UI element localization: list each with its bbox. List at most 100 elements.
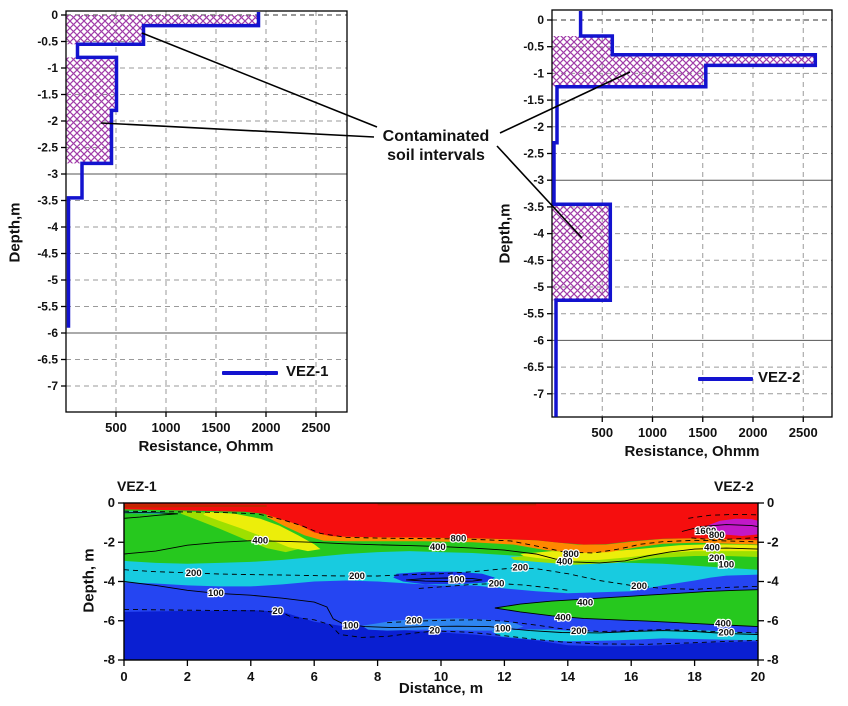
svg-text:-1.5: -1.5 bbox=[37, 88, 58, 102]
svg-text:-3.5: -3.5 bbox=[37, 194, 58, 208]
svg-text:-5.5: -5.5 bbox=[523, 307, 544, 321]
section-xaxis-label: Distance, m bbox=[398, 680, 484, 697]
svg-text:-6.5: -6.5 bbox=[37, 353, 58, 367]
svg-text:-5: -5 bbox=[47, 273, 58, 287]
svg-text:4: 4 bbox=[247, 669, 255, 684]
contour-line-400 bbox=[494, 607, 758, 628]
svg-text:2500: 2500 bbox=[789, 425, 818, 440]
svg-text:-7: -7 bbox=[47, 379, 58, 393]
svg-text:1500: 1500 bbox=[202, 420, 231, 435]
svg-text:200: 200 bbox=[349, 571, 365, 582]
svg-text:-4: -4 bbox=[533, 227, 544, 241]
svg-text:200: 200 bbox=[489, 578, 505, 589]
svg-text:-2: -2 bbox=[767, 534, 779, 549]
contour-line-200 bbox=[387, 619, 758, 634]
svg-text:200: 200 bbox=[406, 616, 422, 627]
svg-text:400: 400 bbox=[252, 536, 268, 547]
svg-text:-1.5: -1.5 bbox=[523, 93, 544, 107]
svg-text:0: 0 bbox=[51, 8, 58, 22]
contour-line-200 bbox=[124, 567, 758, 590]
svg-text:12: 12 bbox=[497, 669, 511, 684]
svg-text:10: 10 bbox=[434, 669, 448, 684]
svg-text:-7: -7 bbox=[533, 387, 544, 401]
contour-line-400 bbox=[494, 589, 758, 609]
svg-text:-1: -1 bbox=[533, 66, 544, 80]
contaminated-hatch bbox=[66, 57, 117, 164]
svg-text:-4.5: -4.5 bbox=[37, 247, 58, 261]
vez1-plot: 500 1000 1500 2000 2500 0 -0.5 -1 -1.5 -2 -2.5 -3 -3… bbox=[37, 8, 348, 435]
svg-text:-0.5: -0.5 bbox=[37, 35, 58, 49]
contour-line-minor bbox=[688, 513, 758, 519]
svg-text:-8: -8 bbox=[767, 652, 779, 667]
svg-text:-3: -3 bbox=[47, 167, 58, 181]
contour-line-200 bbox=[418, 583, 568, 591]
vez1-legend-line bbox=[222, 371, 278, 375]
vez2-legend-label: VEZ-2 bbox=[758, 369, 801, 386]
svg-text:400: 400 bbox=[555, 612, 571, 623]
svg-text:-4: -4 bbox=[47, 220, 58, 234]
contour-line-minor bbox=[124, 512, 178, 519]
svg-text:2: 2 bbox=[184, 669, 191, 684]
svg-text:1000: 1000 bbox=[638, 425, 667, 440]
vez1-curve bbox=[66, 12, 261, 328]
vez1-xaxis-label: Resistance, Ohmm bbox=[138, 438, 274, 455]
svg-text:500: 500 bbox=[591, 425, 613, 440]
vez1-legend-label: VEZ-1 bbox=[286, 363, 329, 380]
svg-text:-6: -6 bbox=[47, 326, 58, 340]
svg-text:-1: -1 bbox=[47, 61, 58, 75]
svg-text:20: 20 bbox=[272, 606, 283, 617]
svg-text:0: 0 bbox=[120, 669, 127, 684]
svg-text:-6: -6 bbox=[103, 613, 115, 628]
contour-line-20 bbox=[124, 608, 758, 645]
svg-text:400: 400 bbox=[704, 543, 720, 554]
svg-text:-8: -8 bbox=[103, 652, 115, 667]
svg-text:500: 500 bbox=[105, 420, 127, 435]
svg-text:-3.5: -3.5 bbox=[523, 200, 544, 214]
svg-text:400: 400 bbox=[577, 597, 593, 608]
section-yaxis-label: Depth, m bbox=[80, 548, 98, 613]
svg-text:-5: -5 bbox=[533, 280, 544, 294]
svg-text:6: 6 bbox=[311, 669, 318, 684]
svg-text:2500: 2500 bbox=[302, 420, 331, 435]
contaminated-hatch bbox=[552, 36, 816, 87]
svg-text:20: 20 bbox=[751, 669, 765, 684]
contour-line-800 bbox=[124, 510, 758, 554]
svg-text:14: 14 bbox=[561, 669, 576, 684]
svg-text:800: 800 bbox=[709, 530, 725, 541]
svg-text:100: 100 bbox=[718, 559, 734, 570]
vez1-yaxis-label: Depth,m bbox=[6, 202, 24, 263]
section-title-vez2: VEZ-2 bbox=[714, 478, 754, 494]
svg-text:2000: 2000 bbox=[739, 425, 768, 440]
svg-text:100: 100 bbox=[495, 623, 511, 634]
svg-text:100: 100 bbox=[208, 588, 224, 599]
svg-text:400: 400 bbox=[715, 618, 731, 629]
svg-text:-4: -4 bbox=[103, 574, 115, 589]
annotation-line1: Contaminated bbox=[382, 128, 490, 145]
svg-text:200: 200 bbox=[186, 568, 202, 579]
svg-text:100: 100 bbox=[343, 620, 359, 631]
svg-text:200: 200 bbox=[631, 581, 647, 592]
vez2-plot: 500 1000 1500 2000 2500 0 -0.5 -1 -1.5 -2 -2.5 -3 -3… bbox=[523, 9, 833, 440]
svg-text:-2: -2 bbox=[533, 120, 544, 134]
contaminated-hatch bbox=[66, 15, 259, 45]
svg-text:-5.5: -5.5 bbox=[37, 300, 58, 314]
annotation-contaminated: Contaminated soil intervals bbox=[356, 127, 516, 165]
svg-text:0: 0 bbox=[767, 495, 774, 510]
section-heatmap bbox=[124, 503, 758, 660]
svg-text:200: 200 bbox=[718, 628, 734, 639]
svg-text:800: 800 bbox=[450, 534, 466, 545]
svg-text:800: 800 bbox=[563, 549, 579, 560]
contour-line-minor bbox=[691, 537, 758, 541]
section-title-vez1: VEZ-1 bbox=[117, 478, 157, 494]
svg-text:400: 400 bbox=[430, 542, 446, 553]
vez2-xaxis-label: Resistance, Ohmm bbox=[624, 443, 760, 460]
svg-text:-2.5: -2.5 bbox=[37, 141, 58, 155]
svg-text:-2: -2 bbox=[103, 534, 115, 549]
svg-text:1500: 1500 bbox=[688, 425, 717, 440]
svg-text:100: 100 bbox=[449, 575, 465, 586]
svg-text:18: 18 bbox=[687, 669, 701, 684]
